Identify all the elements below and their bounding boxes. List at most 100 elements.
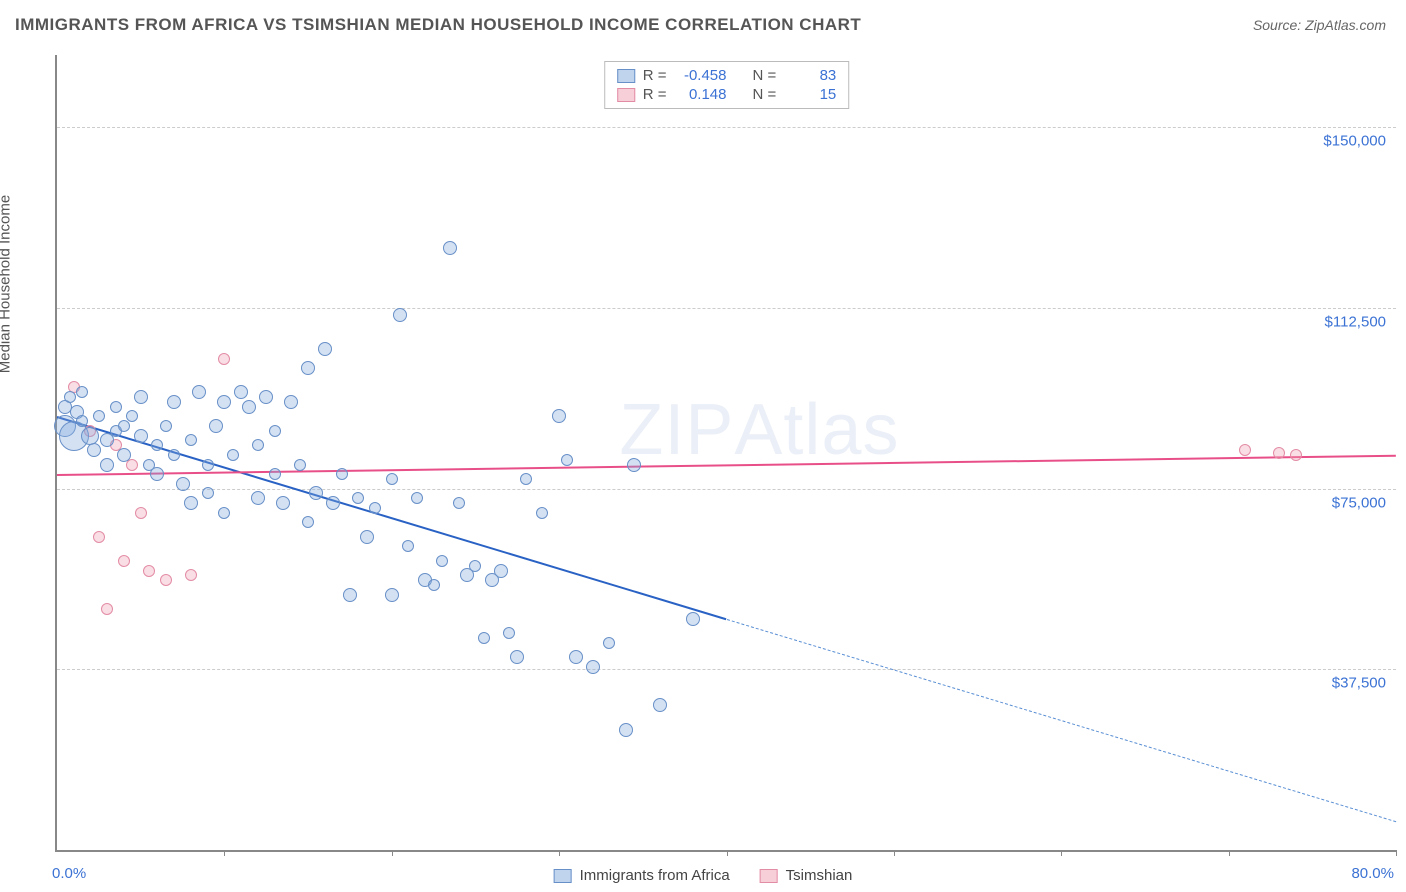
- data-point-series-a: [217, 395, 231, 409]
- plot-region: ZIPAtlas R = -0.458 N = 83 R = 0.148 N =…: [55, 55, 1396, 852]
- data-point-series-a: [294, 459, 306, 471]
- data-point-series-a: [302, 516, 314, 528]
- data-point-series-b: [185, 569, 197, 581]
- data-point-series-a: [309, 486, 323, 500]
- r-label: R =: [643, 67, 667, 84]
- n-label: N =: [753, 67, 777, 84]
- data-point-series-a: [269, 468, 281, 480]
- x-tick: [1229, 850, 1230, 856]
- legend-row-series-a: R = -0.458 N = 83: [617, 66, 837, 85]
- data-point-series-a: [151, 439, 163, 451]
- data-point-series-a: [117, 448, 131, 462]
- data-point-series-a: [503, 627, 515, 639]
- data-point-series-a: [64, 391, 76, 403]
- data-point-series-a: [118, 420, 130, 432]
- y-tick-label: $150,000: [1323, 133, 1386, 150]
- data-point-series-b: [135, 507, 147, 519]
- data-point-series-a: [326, 496, 340, 510]
- correlation-legend: R = -0.458 N = 83 R = 0.148 N = 15: [604, 61, 850, 109]
- data-point-series-a: [561, 454, 573, 466]
- data-point-series-b: [101, 603, 113, 615]
- data-point-series-a: [202, 487, 214, 499]
- data-point-series-a: [110, 401, 122, 413]
- data-point-series-a: [251, 491, 265, 505]
- trendline-series-a-dashed: [726, 619, 1396, 822]
- legend-item-series-b: Tsimshian: [760, 867, 853, 884]
- x-axis-max-label: 80.0%: [1351, 865, 1394, 882]
- data-point-series-a: [343, 588, 357, 602]
- data-point-series-a: [160, 420, 172, 432]
- data-point-series-a: [443, 241, 457, 255]
- data-point-series-a: [150, 467, 164, 481]
- swatch-icon: [617, 88, 635, 102]
- data-point-series-a: [428, 579, 440, 591]
- data-point-series-a: [552, 409, 566, 423]
- data-point-series-a: [686, 612, 700, 626]
- legend-label: Tsimshian: [786, 867, 853, 884]
- data-point-series-a: [202, 459, 214, 471]
- n-value: 15: [784, 86, 836, 103]
- n-value: 83: [784, 67, 836, 84]
- data-point-series-a: [81, 427, 99, 445]
- data-point-series-b: [1273, 447, 1285, 459]
- data-point-series-a: [93, 410, 105, 422]
- data-point-series-b: [118, 555, 130, 567]
- data-point-series-a: [469, 560, 481, 572]
- data-point-series-a: [360, 530, 374, 544]
- data-point-series-a: [259, 390, 273, 404]
- data-point-series-a: [627, 458, 641, 472]
- chart-area: Median Household Income ZIPAtlas R = -0.…: [15, 50, 1396, 857]
- chart-title: IMMIGRANTS FROM AFRICA VS TSIMSHIAN MEDI…: [15, 15, 861, 35]
- gridline: [57, 669, 1396, 670]
- data-point-series-a: [134, 429, 148, 443]
- data-point-series-a: [336, 468, 348, 480]
- data-point-series-a: [603, 637, 615, 649]
- data-point-series-a: [402, 540, 414, 552]
- data-point-series-a: [453, 497, 465, 509]
- data-point-series-a: [436, 555, 448, 567]
- source-attribution: Source: ZipAtlas.com: [1253, 17, 1386, 33]
- gridline: [57, 308, 1396, 309]
- legend-row-series-b: R = 0.148 N = 15: [617, 85, 837, 104]
- swatch-icon: [760, 869, 778, 883]
- data-point-series-b: [143, 565, 155, 577]
- swatch-icon: [617, 69, 635, 83]
- x-tick: [727, 850, 728, 856]
- data-point-series-a: [352, 492, 364, 504]
- data-point-series-a: [619, 723, 633, 737]
- data-point-series-a: [76, 415, 88, 427]
- x-tick: [894, 850, 895, 856]
- data-point-series-b: [218, 353, 230, 365]
- data-point-series-a: [168, 449, 180, 461]
- data-point-series-a: [386, 473, 398, 485]
- data-point-series-a: [218, 507, 230, 519]
- chart-header: IMMIGRANTS FROM AFRICA VS TSIMSHIAN MEDI…: [0, 0, 1406, 50]
- data-point-series-a: [192, 385, 206, 399]
- x-tick: [559, 850, 560, 856]
- data-point-series-b: [1239, 444, 1251, 456]
- r-value: 0.148: [675, 86, 727, 103]
- x-axis-min-label: 0.0%: [52, 865, 86, 882]
- x-tick: [224, 850, 225, 856]
- data-point-series-a: [510, 650, 524, 664]
- watermark: ZIPAtlas: [619, 389, 899, 471]
- data-point-series-a: [227, 449, 239, 461]
- data-point-series-a: [126, 410, 138, 422]
- data-point-series-a: [167, 395, 181, 409]
- data-point-series-b: [160, 574, 172, 586]
- trendline-series-b: [57, 455, 1396, 476]
- data-point-series-a: [276, 496, 290, 510]
- data-point-series-a: [252, 439, 264, 451]
- data-point-series-a: [494, 564, 508, 578]
- data-point-series-a: [269, 425, 281, 437]
- data-point-series-a: [536, 507, 548, 519]
- data-point-series-a: [176, 477, 190, 491]
- data-point-series-a: [520, 473, 532, 485]
- swatch-icon: [554, 869, 572, 883]
- y-tick-label: $37,500: [1332, 675, 1386, 692]
- r-value: -0.458: [675, 67, 727, 84]
- n-label: N =: [753, 86, 777, 103]
- data-point-series-a: [385, 588, 399, 602]
- y-axis-label: Median Household Income: [0, 194, 14, 372]
- y-tick-label: $112,500: [1325, 313, 1386, 330]
